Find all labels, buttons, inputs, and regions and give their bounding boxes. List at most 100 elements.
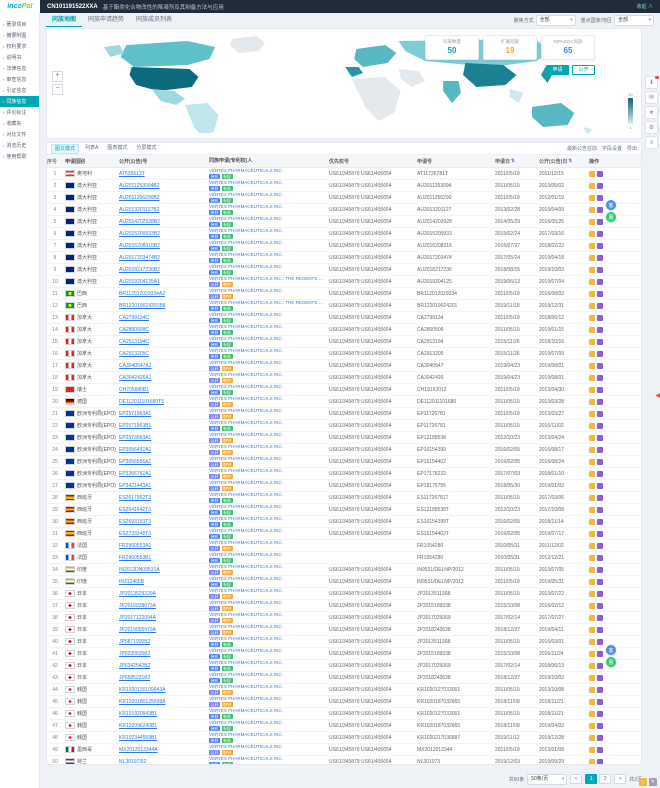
applicant-link[interactable]: VERTEX PHARMACEUTICALS INC. xyxy=(209,756,283,761)
publication-number-link[interactable]: AU2011256290B2 xyxy=(119,194,160,201)
map-mode-button[interactable]: 公开 xyxy=(572,65,595,75)
applicant-link[interactable]: VERTEX PHARMACEUTICALS INC. xyxy=(209,348,283,353)
applicant-link[interactable]: VERTEX PHARMACEUTICALS INC. xyxy=(209,708,283,713)
zoom-in-button[interactable]: + xyxy=(52,71,63,82)
region-china[interactable] xyxy=(463,63,517,87)
note-icon[interactable] xyxy=(589,578,595,585)
applicant-link[interactable]: VERTEX PHARMACEUTICALS INC. xyxy=(209,552,283,557)
applicant-link[interactable]: VERTEX PHARMACEUTICALS INC. xyxy=(209,216,283,221)
table-action[interactable]: 字段设置 xyxy=(601,146,622,152)
applicant-link[interactable]: VERTEX PHARMACEUTICALS INC. xyxy=(209,492,283,497)
column-header[interactable]: 申请国别 xyxy=(63,158,117,165)
label-icon[interactable] xyxy=(597,482,603,489)
label-icon[interactable] xyxy=(597,554,603,561)
applicant-link[interactable]: VERTEX PHARMACEUTICALS INC. xyxy=(209,720,283,725)
applicant-link[interactable]: VERTEX PHARMACEUTICALS INC. xyxy=(209,420,283,425)
applicant-link[interactable]: VERTEX PHARMACEUTICALS INC. xyxy=(209,264,283,269)
publication-number-link[interactable]: AU2013201127B2 xyxy=(119,206,160,213)
note-icon[interactable] xyxy=(589,614,595,621)
label-icon[interactable] xyxy=(597,254,603,261)
label-icon[interactable] xyxy=(597,182,603,189)
view-mode-tab[interactable]: 分屏模式 xyxy=(136,144,157,151)
note-icon[interactable] xyxy=(589,422,595,429)
filter-select[interactable]: 全部 xyxy=(535,15,576,26)
note-icon[interactable] xyxy=(589,410,595,417)
column-header[interactable]: 序号 xyxy=(47,158,63,165)
note-icon[interactable] xyxy=(589,602,595,609)
label-icon[interactable] xyxy=(597,434,603,441)
publication-number-link[interactable]: KR1020130109943A xyxy=(119,686,166,693)
sidebar-item[interactable]: ▪ 著录项目 xyxy=(0,19,39,30)
applicant-link[interactable]: VERTEX PHARMACEUTICALS INC. xyxy=(209,636,283,641)
publication-number-link[interactable]: CA3042426A1 xyxy=(119,374,152,381)
table-action[interactable]: 导出 xyxy=(626,146,637,152)
mail-icon[interactable]: ✉ xyxy=(645,91,658,104)
label-icon[interactable] xyxy=(597,278,603,285)
sidebar-item[interactable]: ▪ 使用帮助 xyxy=(0,151,39,162)
region-australia[interactable] xyxy=(532,103,575,127)
sidebar-item[interactable]: ▪ 对比文件 xyxy=(0,129,39,140)
label-icon[interactable] xyxy=(597,218,603,225)
label-icon[interactable] xyxy=(597,458,603,465)
label-icon[interactable] xyxy=(597,590,603,597)
publication-number-link[interactable]: JP6030635B2 xyxy=(119,650,151,657)
note-icon[interactable] xyxy=(589,350,595,357)
note-icon[interactable] xyxy=(589,218,595,225)
label-icon[interactable] xyxy=(597,530,603,537)
map-mode-button[interactable]: 申请 xyxy=(546,65,569,75)
region-mexico[interactable] xyxy=(151,89,186,105)
applicant-link[interactable]: VERTEX PHARMACEUTICALS INC. xyxy=(209,576,283,581)
publication-number-link[interactable]: EP3421443A1 xyxy=(119,482,152,489)
label-icon[interactable] xyxy=(597,746,603,753)
note-icon[interactable] xyxy=(589,290,595,297)
publication-number-link[interactable]: CA3040547A1 xyxy=(119,362,152,369)
page-number-button[interactable]: 1 xyxy=(585,774,598,784)
region-spain[interactable] xyxy=(345,67,364,77)
label-icon[interactable] xyxy=(597,170,603,177)
column-header[interactable]: 公开(公告)日 ⇅ xyxy=(537,158,587,165)
label-icon[interactable] xyxy=(597,542,603,549)
label-icon[interactable] xyxy=(597,338,603,345)
publication-number-link[interactable]: KR101920943B1 xyxy=(119,710,158,717)
note-icon[interactable] xyxy=(589,542,595,549)
publication-number-link[interactable]: ES2693153T3 xyxy=(119,518,151,525)
note-icon[interactable] xyxy=(589,482,595,489)
label-icon[interactable] xyxy=(597,674,603,681)
note-icon[interactable] xyxy=(589,278,595,285)
label-icon[interactable] xyxy=(597,650,603,657)
publication-number-link[interactable]: JP2013529229A xyxy=(119,590,156,597)
label-icon[interactable] xyxy=(597,518,603,525)
publication-number-link[interactable]: NL301073I2 xyxy=(119,758,147,765)
note-icon[interactable] xyxy=(589,734,595,741)
note-icon[interactable] xyxy=(589,686,595,693)
filter-select[interactable]: 全部 xyxy=(614,15,654,26)
applicant-link[interactable]: VERTEX PHARMACEUTICALS INC. xyxy=(209,228,283,233)
applicant-link[interactable]: VERTEX PHARMACEUTICALS INC. xyxy=(209,744,283,749)
download-icon[interactable]: ⬇ xyxy=(645,75,659,89)
view-mode-tab[interactable]: 列表A xyxy=(85,144,99,151)
publication-number-link[interactable]: AU2015200933B2 xyxy=(119,230,160,237)
label-icon[interactable] xyxy=(597,662,603,669)
publication-number-link[interactable]: CA2799134C xyxy=(119,314,150,321)
publication-number-link[interactable]: FR2960553A1 xyxy=(119,542,152,549)
note-icon[interactable] xyxy=(589,554,595,561)
note-icon[interactable] xyxy=(589,758,595,764)
sort-icon[interactable]: ⇅ xyxy=(511,158,515,163)
applicant-link[interactable]: VERTEX PHARMACEUTICALS INC.; THE REGENTS… xyxy=(209,300,325,305)
applicant-link[interactable]: VERTEX PHARMACEUTICALS INC. xyxy=(209,528,283,533)
note-icon[interactable] xyxy=(589,314,595,321)
region-greenland[interactable] xyxy=(229,36,266,53)
publication-number-link[interactable]: FR2960553B1 xyxy=(119,554,152,561)
view-mode-tab[interactable]: 图表模式 xyxy=(107,144,128,151)
note-icon[interactable] xyxy=(589,374,595,381)
region-japan[interactable] xyxy=(540,67,553,83)
note-icon[interactable] xyxy=(589,746,595,753)
customer-service-icon[interactable]: 客 xyxy=(606,200,616,210)
label-icon[interactable] xyxy=(597,326,603,333)
note-icon[interactable] xyxy=(589,674,595,681)
region-se-asia[interactable] xyxy=(509,89,524,103)
publication-number-link[interactable]: BR122019024201B8 xyxy=(119,302,166,309)
star-icon[interactable]: ★ xyxy=(645,106,658,119)
note-icon[interactable] xyxy=(589,638,595,645)
applicant-link[interactable]: VERTEX PHARMACEUTICALS INC. xyxy=(209,372,283,377)
